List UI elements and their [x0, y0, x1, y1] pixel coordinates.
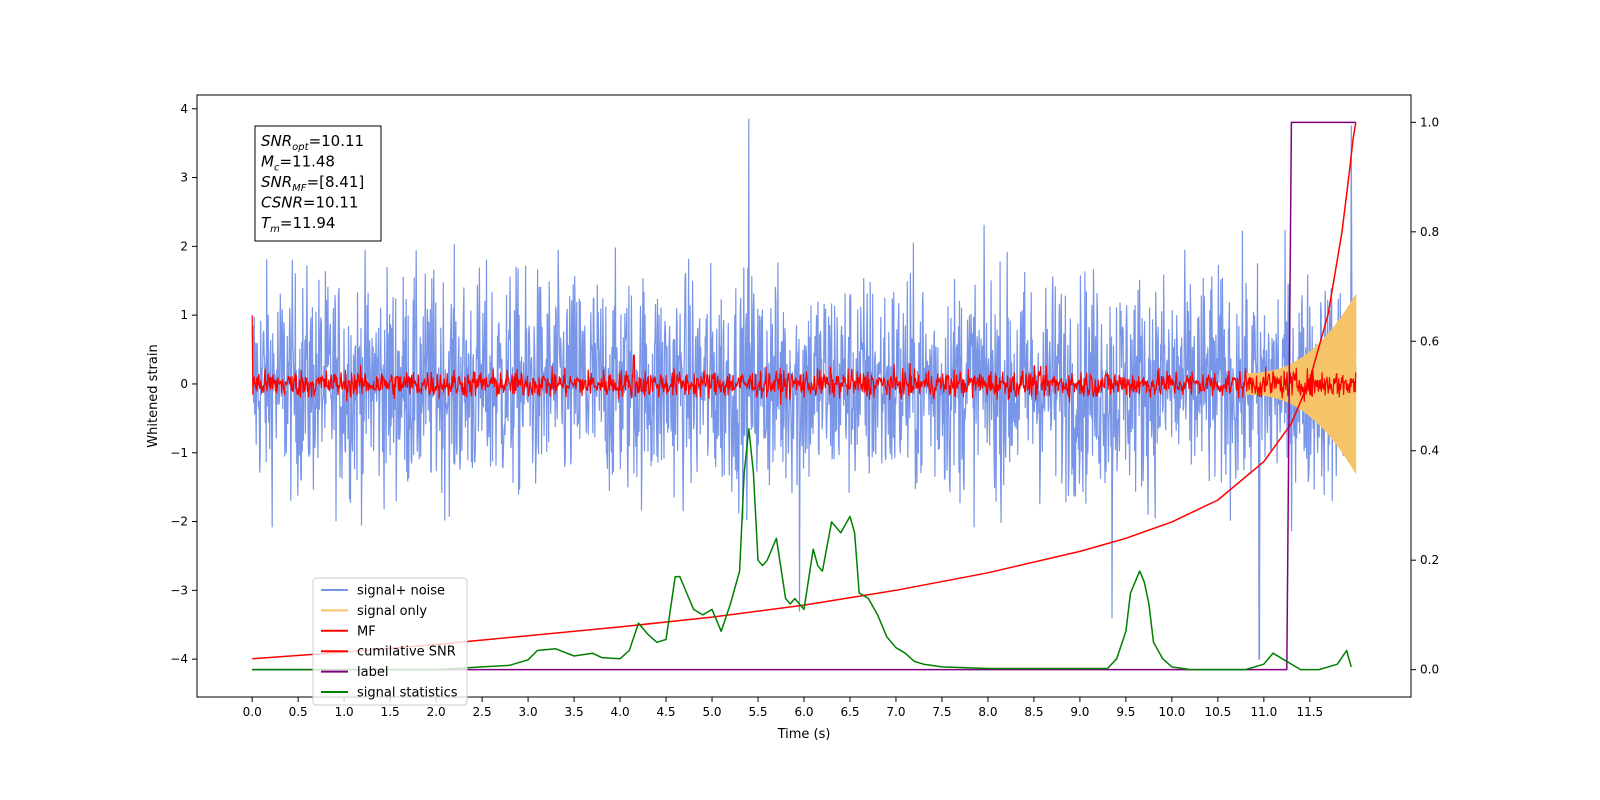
x-tick-label: 1.5 [381, 705, 400, 719]
series-signal-only [1245, 294, 1357, 474]
x-tick-label: 10.5 [1205, 705, 1232, 719]
annotation-name: SNR [261, 132, 292, 150]
legend-label: signal only [357, 604, 427, 619]
x-tick-label: 11.5 [1296, 705, 1323, 719]
y2-tick-label: 0.6 [1420, 334, 1439, 348]
annotation-line: SNRMF=[8.41] [261, 173, 364, 194]
annotation-sub: m [270, 224, 280, 235]
x-tick-label: 10.0 [1159, 705, 1186, 719]
x-tick-label: 3.0 [519, 705, 538, 719]
x-tick-label: 2.0 [427, 705, 446, 719]
series-label [252, 121, 1356, 671]
x-tick-label: 9.0 [1070, 705, 1089, 719]
x-tick-label: 1.0 [335, 705, 354, 719]
series-layer [251, 118, 1357, 671]
stats-annotation-box: SNRopt=10.11Mc=11.48SNRMF=[8.41]CSNR=10.… [254, 125, 382, 242]
x-tick-label: 2.5 [473, 705, 492, 719]
legend-label: signal statistics [357, 686, 458, 701]
annotation-line: CSNR=10.11 [261, 194, 358, 212]
annotation-line: Tm=11.94 [261, 214, 335, 235]
annotation-value: =10.11 [303, 194, 359, 212]
annotation-name: M [261, 153, 274, 171]
annotation-value: =[8.41] [307, 173, 365, 191]
y-tick-label: 3 [180, 171, 188, 185]
series-signal-statistics [252, 428, 1352, 671]
y-tick-label: 4 [180, 102, 188, 116]
y-tick-label: −1 [170, 446, 188, 460]
legend-label: label [357, 665, 388, 680]
y-axis-right: 0.0 0.2 0.4 0.6 0.8 1.0 [1411, 115, 1439, 677]
y-tick-label: −4 [170, 652, 188, 666]
annotation-sub: MF [292, 183, 307, 194]
series-mf [251, 315, 1357, 405]
y-axis-label: Whitened strain [146, 344, 161, 447]
y2-tick-label: 0.8 [1420, 225, 1439, 239]
x-tick-label: 5.5 [748, 705, 767, 719]
y2-tick-label: 0.2 [1420, 553, 1439, 567]
x-tick-label: 5.0 [702, 705, 721, 719]
annotation-value: =10.11 [309, 132, 365, 150]
x-axis-label: Time (s) [777, 727, 831, 742]
legend: signal+ noise signal only MF cumilative SNR… [312, 577, 468, 706]
x-tick-label: 8.5 [1024, 705, 1043, 719]
y-tick-label: 1 [180, 308, 188, 322]
annotation-name: CSNR [261, 194, 303, 212]
y2-tick-label: 0.4 [1420, 444, 1439, 458]
x-tick-label: 11.0 [1250, 705, 1277, 719]
legend-label: cumilative SNR [357, 645, 456, 660]
x-tick-label: 8.0 [978, 705, 997, 719]
y-tick-label: 0 [180, 377, 188, 391]
legend-label: signal+ noise [357, 584, 445, 599]
series-cumilative-snr [252, 122, 1357, 660]
annotation-frame [254, 125, 382, 242]
x-tick-label: 9.5 [1116, 705, 1135, 719]
x-tick-label: 0.0 [243, 705, 262, 719]
annotation-sub: c [274, 163, 280, 174]
annotation-line: Mc=11.48 [261, 153, 335, 174]
y-tick-label: −2 [170, 515, 188, 529]
x-tick-label: 0.5 [289, 705, 308, 719]
y-axis-left: −4 −3 −2 −1 0 1 2 3 4 [170, 102, 197, 666]
x-tick-label: 7.5 [932, 705, 951, 719]
x-tick-label: 4.0 [611, 705, 630, 719]
x-tick-label: 7.0 [886, 705, 905, 719]
y-tick-label: −3 [170, 583, 188, 597]
annotation-name: T [261, 214, 272, 232]
legend-label: MF [357, 624, 376, 639]
annotation-value: =11.48 [279, 153, 335, 171]
y2-tick-label: 0.0 [1420, 663, 1439, 677]
series-signal-noise [251, 118, 1357, 660]
y-tick-label: 2 [180, 239, 188, 253]
x-axis: 0.0 0.5 1.0 1.5 2.0 2.5 3.0 3.5 4.0 4.5 5.0 5.5 6.0 6… [243, 697, 1323, 719]
annotation-line: SNRopt=10.11 [261, 132, 364, 153]
y2-tick-label: 1.0 [1420, 115, 1439, 129]
x-tick-label: 4.5 [656, 705, 675, 719]
x-tick-label: 3.5 [565, 705, 584, 719]
annotation-value: =11.94 [280, 214, 336, 232]
annotation-sub: opt [292, 142, 309, 153]
annotation-name: SNR [261, 173, 292, 191]
legend-frame [312, 577, 468, 706]
x-tick-label: 6.5 [840, 705, 859, 719]
x-tick-label: 6.0 [794, 705, 813, 719]
